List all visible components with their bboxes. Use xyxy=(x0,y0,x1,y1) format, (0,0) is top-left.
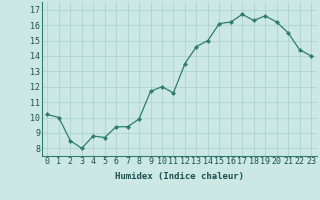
X-axis label: Humidex (Indice chaleur): Humidex (Indice chaleur) xyxy=(115,172,244,181)
